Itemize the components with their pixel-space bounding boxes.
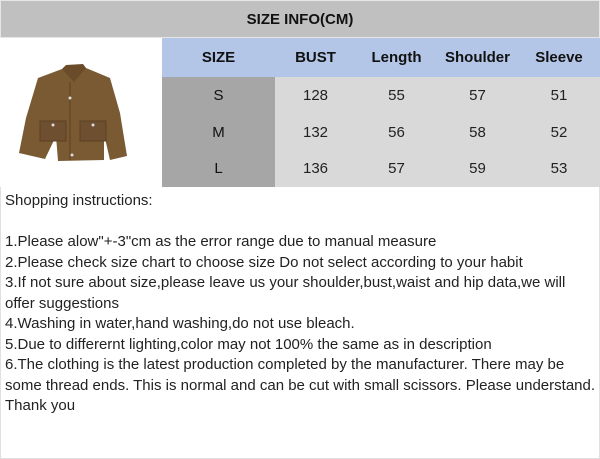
jacket-icon bbox=[19, 64, 127, 161]
table-header: SIZE BUST Length Shoulder Sleeve bbox=[162, 38, 600, 77]
header-sleeve: Sleeve bbox=[535, 49, 583, 66]
instruction-item: 4.Washing in water,hand washing,do not u… bbox=[5, 315, 355, 332]
cell-length: 55 bbox=[356, 77, 437, 114]
cell-bust: 132 bbox=[275, 113, 356, 151]
table-row: S 128 55 57 51 bbox=[162, 77, 600, 114]
cell-size: M bbox=[162, 113, 275, 151]
cell-size: S bbox=[162, 77, 275, 114]
header-shoulder: Shoulder bbox=[444, 49, 510, 66]
size-info-title: SIZE INFO(CM) bbox=[0, 0, 600, 38]
cell-sleeve: 52 bbox=[518, 113, 600, 151]
jacket-image bbox=[0, 38, 162, 187]
cell-shoulder: 58 bbox=[437, 113, 518, 151]
table-row: M 132 56 58 52 bbox=[162, 113, 600, 151]
instruction-item: 3.If not sure about size,please leave us… bbox=[5, 274, 566, 312]
cell-sleeve: 51 bbox=[518, 77, 600, 114]
size-table: SIZE BUST Length Shoulder Sleeve S 128 5… bbox=[162, 38, 600, 188]
instruction-item: 6.The clothing is the latest production … bbox=[5, 356, 596, 414]
instruction-item: 1.Please alow"+-3"cm as the error range … bbox=[5, 233, 437, 250]
cell-shoulder: 57 bbox=[437, 77, 518, 114]
header-length: Length bbox=[371, 49, 422, 66]
table-row: L 136 57 59 53 bbox=[162, 150, 600, 188]
instructions-heading: Shopping instructions: bbox=[5, 192, 153, 209]
cell-shoulder: 59 bbox=[437, 150, 518, 188]
header-bust: BUST bbox=[295, 49, 336, 66]
header-size: SIZE bbox=[201, 49, 236, 66]
cell-bust: 136 bbox=[275, 150, 356, 188]
spacer bbox=[5, 212, 599, 233]
cell-size: L bbox=[162, 150, 275, 188]
cell-bust: 128 bbox=[275, 77, 356, 114]
cell-length: 56 bbox=[356, 113, 437, 151]
instruction-item: 2.Please check size chart to choose size… bbox=[5, 253, 523, 271]
shopping-instructions: Shopping instructions: 1.Please alow"+-3… bbox=[0, 187, 600, 459]
cell-length: 57 bbox=[356, 150, 437, 188]
instruction-item: 5.Due to differernt lighting,color may n… bbox=[5, 335, 492, 353]
cell-sleeve: 53 bbox=[518, 150, 600, 188]
